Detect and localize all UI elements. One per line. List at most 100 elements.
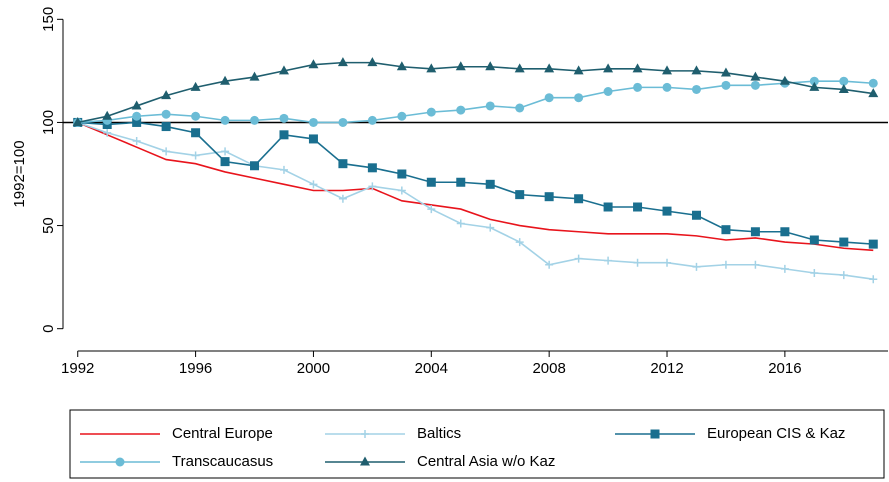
data-point — [633, 258, 642, 267]
data-point — [692, 262, 701, 271]
data-point — [132, 117, 142, 127]
data-point — [426, 107, 436, 117]
data-point — [662, 65, 673, 75]
data-point — [250, 161, 260, 171]
legend-marker — [361, 430, 369, 438]
data-point — [368, 182, 377, 191]
data-point — [574, 93, 584, 103]
data-point — [691, 65, 702, 75]
legend-marker — [650, 429, 660, 439]
data-point — [397, 169, 407, 179]
data-point — [338, 159, 348, 169]
data-point — [426, 63, 437, 73]
data-point — [721, 260, 730, 269]
x-tick-label: 1992 — [61, 360, 94, 377]
data-point — [486, 223, 495, 232]
data-point — [456, 105, 466, 115]
data-point — [632, 63, 643, 73]
data-point — [603, 63, 614, 73]
data-point — [839, 237, 849, 247]
data-point — [249, 71, 260, 81]
legend-label: Central Europe — [172, 425, 273, 442]
data-point — [869, 275, 878, 284]
data-point — [750, 80, 760, 90]
data-point — [220, 115, 230, 125]
data-point — [603, 87, 613, 96]
data-point — [161, 122, 171, 132]
legend-marker — [115, 457, 125, 467]
data-point — [396, 61, 407, 71]
data-point — [132, 137, 141, 145]
data-point — [427, 205, 436, 214]
data-point — [485, 179, 495, 189]
legend-label: Baltics — [417, 425, 461, 442]
legend-marker — [360, 456, 370, 466]
data-point — [780, 227, 790, 237]
data-point — [810, 269, 819, 277]
data-point — [839, 271, 848, 280]
legend-label: Central Asia w/o Kaz — [417, 453, 555, 470]
data-point — [750, 71, 761, 81]
data-point — [515, 103, 525, 113]
data-point — [338, 194, 347, 203]
series-line — [77, 121, 874, 245]
legend-label: European CIS & Kaz — [707, 425, 845, 442]
data-point — [574, 254, 583, 263]
data-point — [691, 210, 701, 220]
data-point — [603, 202, 613, 212]
data-point — [397, 111, 407, 121]
y-tick-label: 100 — [40, 110, 57, 135]
data-point — [720, 67, 731, 77]
data-point — [780, 264, 789, 273]
y-tick-label: 150 — [40, 7, 57, 32]
data-point — [662, 206, 672, 216]
data-point — [838, 83, 849, 93]
data-point — [191, 128, 201, 138]
data-point — [485, 61, 496, 71]
data-point — [191, 151, 200, 160]
data-point — [868, 78, 878, 88]
data-point — [868, 88, 879, 98]
data-point — [308, 59, 319, 69]
data-point — [279, 113, 289, 123]
data-point — [721, 80, 731, 90]
data-point — [161, 90, 172, 100]
data-point — [220, 75, 231, 85]
data-point — [132, 111, 142, 121]
data-point — [662, 82, 672, 92]
data-point — [485, 101, 495, 111]
data-point — [721, 225, 731, 235]
data-point — [308, 134, 318, 144]
data-point — [633, 202, 643, 212]
data-point — [162, 147, 171, 156]
x-tick-label: 1996 — [179, 360, 212, 377]
data-point — [190, 81, 201, 91]
data-point — [663, 258, 672, 267]
data-point — [367, 115, 377, 125]
data-point — [131, 100, 142, 110]
legend-box — [69, 409, 885, 479]
data-point — [426, 177, 436, 187]
series-line — [77, 80, 874, 124]
data-point — [809, 76, 819, 86]
data-point — [545, 260, 554, 269]
data-point — [367, 163, 377, 173]
data-point — [691, 84, 701, 94]
legend-label: Transcaucasus — [172, 453, 273, 470]
data-point — [397, 186, 406, 195]
data-point — [220, 157, 230, 167]
data-point — [279, 165, 288, 174]
data-point — [633, 82, 643, 92]
data-point — [604, 256, 613, 265]
series-line — [77, 61, 874, 124]
data-point — [279, 130, 289, 140]
data-point — [337, 57, 348, 67]
data-point — [278, 65, 289, 75]
data-point — [455, 61, 466, 71]
data-point — [750, 227, 760, 237]
data-point — [221, 147, 230, 156]
data-point — [839, 76, 849, 86]
data-point — [338, 117, 348, 127]
data-point — [456, 219, 465, 228]
